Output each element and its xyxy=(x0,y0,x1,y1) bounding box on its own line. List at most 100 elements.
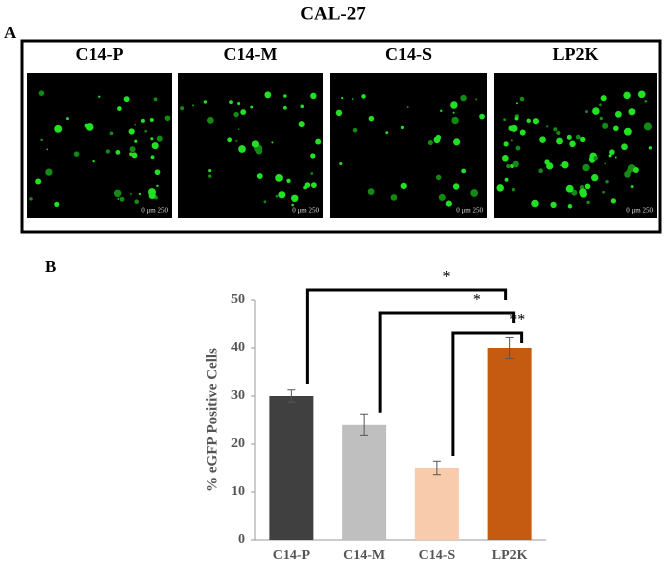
cell xyxy=(54,124,63,133)
cell xyxy=(275,194,279,198)
cell xyxy=(561,160,569,169)
cell xyxy=(604,162,607,165)
cell xyxy=(251,140,260,148)
cell xyxy=(559,164,562,167)
cell xyxy=(538,168,543,174)
cell xyxy=(519,129,526,136)
cell xyxy=(453,138,461,146)
cell xyxy=(644,99,648,103)
cell xyxy=(117,198,120,200)
cell xyxy=(584,183,591,190)
micrograph xyxy=(494,73,657,218)
cell xyxy=(508,125,514,131)
cell xyxy=(514,116,519,121)
cell xyxy=(546,162,554,170)
image-label: C14-P xyxy=(76,44,124,64)
cell xyxy=(300,104,304,109)
cell xyxy=(238,145,246,153)
cell xyxy=(599,116,603,121)
micrograph xyxy=(330,73,487,218)
cell xyxy=(571,189,578,196)
cell xyxy=(632,166,639,173)
cell xyxy=(180,106,185,111)
cell xyxy=(368,115,375,122)
cell xyxy=(153,97,158,102)
cell xyxy=(275,174,283,182)
cell xyxy=(460,94,467,102)
cell xyxy=(283,94,287,98)
x-tick-label: C14-P xyxy=(273,548,311,563)
cell xyxy=(600,95,607,102)
cell xyxy=(582,163,590,172)
cell xyxy=(310,92,317,100)
cell xyxy=(610,198,616,204)
cell xyxy=(556,130,561,136)
cell xyxy=(286,178,291,184)
micrograph xyxy=(178,73,323,218)
cell xyxy=(150,137,154,141)
cell xyxy=(550,201,557,209)
cell xyxy=(154,169,161,176)
cell xyxy=(109,131,114,136)
cell xyxy=(351,98,354,100)
cell xyxy=(240,109,247,116)
cell xyxy=(283,105,287,110)
cell xyxy=(450,101,458,109)
cell xyxy=(502,154,509,162)
cell xyxy=(235,139,238,142)
cell xyxy=(291,203,294,207)
x-tick-label: LP2K xyxy=(492,548,528,563)
cell xyxy=(531,199,539,208)
cell xyxy=(298,121,305,128)
cell xyxy=(503,118,507,122)
cell xyxy=(567,204,573,209)
cell xyxy=(406,106,409,109)
bar xyxy=(487,348,532,540)
cell xyxy=(45,168,53,176)
cell xyxy=(134,199,140,205)
cell xyxy=(451,116,459,125)
cell xyxy=(341,97,344,100)
cell xyxy=(504,177,509,182)
cell xyxy=(623,91,631,100)
panel-label: B xyxy=(45,257,56,276)
cell xyxy=(207,117,214,124)
y-tick-label: 20 xyxy=(231,436,245,451)
cell xyxy=(628,108,636,116)
scale-bar: 0 μm 250 xyxy=(456,207,483,215)
x-tick-label: C14-M xyxy=(343,548,385,563)
cell xyxy=(113,189,122,198)
cell xyxy=(479,113,485,120)
y-tick-label: 0 xyxy=(238,532,245,547)
cell xyxy=(621,143,628,151)
scale-bar: 0 μm 250 xyxy=(141,207,168,215)
cell xyxy=(613,125,619,132)
cell xyxy=(105,149,110,154)
scale-bar: 0 μm 250 xyxy=(626,207,653,215)
bar xyxy=(342,424,387,540)
cell xyxy=(515,102,518,105)
cell xyxy=(115,149,121,155)
y-axis-label: % eGFP Positive Cells xyxy=(204,348,220,492)
y-tick-label: 10 xyxy=(231,484,245,499)
cell xyxy=(203,100,208,104)
cell xyxy=(227,137,233,143)
cell xyxy=(84,123,89,128)
significance-label: * xyxy=(443,269,451,286)
cell xyxy=(438,193,446,201)
cell xyxy=(586,200,590,205)
cell xyxy=(156,135,163,142)
image-label: C14-M xyxy=(224,44,278,64)
cell xyxy=(54,201,60,208)
cell xyxy=(637,90,646,99)
cell xyxy=(250,105,254,109)
cell xyxy=(435,174,442,181)
cell xyxy=(144,129,147,133)
cell xyxy=(263,200,267,204)
cell xyxy=(150,155,155,160)
cell xyxy=(73,151,80,157)
cell xyxy=(40,138,43,142)
cell xyxy=(565,184,574,193)
cell xyxy=(29,197,33,201)
